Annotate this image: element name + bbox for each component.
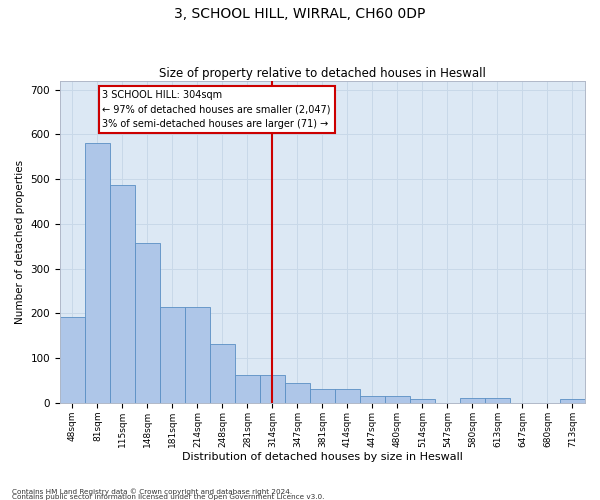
Text: Contains public sector information licensed under the Open Government Licence v3: Contains public sector information licen…	[12, 494, 325, 500]
Bar	[385, 396, 410, 403]
Bar	[85, 143, 110, 403]
Title: Size of property relative to detached houses in Heswall: Size of property relative to detached ho…	[159, 66, 486, 80]
Bar	[485, 398, 510, 403]
Bar	[135, 243, 160, 403]
Bar	[410, 400, 435, 403]
Bar	[335, 389, 360, 403]
Bar	[210, 344, 235, 403]
Bar	[285, 383, 310, 403]
Text: 3, SCHOOL HILL, WIRRAL, CH60 0DP: 3, SCHOOL HILL, WIRRAL, CH60 0DP	[175, 8, 425, 22]
Bar	[160, 306, 185, 403]
Bar	[310, 389, 335, 403]
Bar	[235, 374, 260, 403]
Bar	[185, 306, 210, 403]
Bar	[360, 396, 385, 403]
Y-axis label: Number of detached properties: Number of detached properties	[15, 160, 25, 324]
Bar	[560, 400, 585, 403]
Text: Contains HM Land Registry data © Crown copyright and database right 2024.: Contains HM Land Registry data © Crown c…	[12, 488, 292, 495]
X-axis label: Distribution of detached houses by size in Heswall: Distribution of detached houses by size …	[182, 452, 463, 462]
Bar	[460, 398, 485, 403]
Bar	[60, 317, 85, 403]
Bar	[260, 374, 285, 403]
Text: 3 SCHOOL HILL: 304sqm
← 97% of detached houses are smaller (2,047)
3% of semi-de: 3 SCHOOL HILL: 304sqm ← 97% of detached …	[103, 90, 331, 129]
Bar	[110, 185, 135, 403]
